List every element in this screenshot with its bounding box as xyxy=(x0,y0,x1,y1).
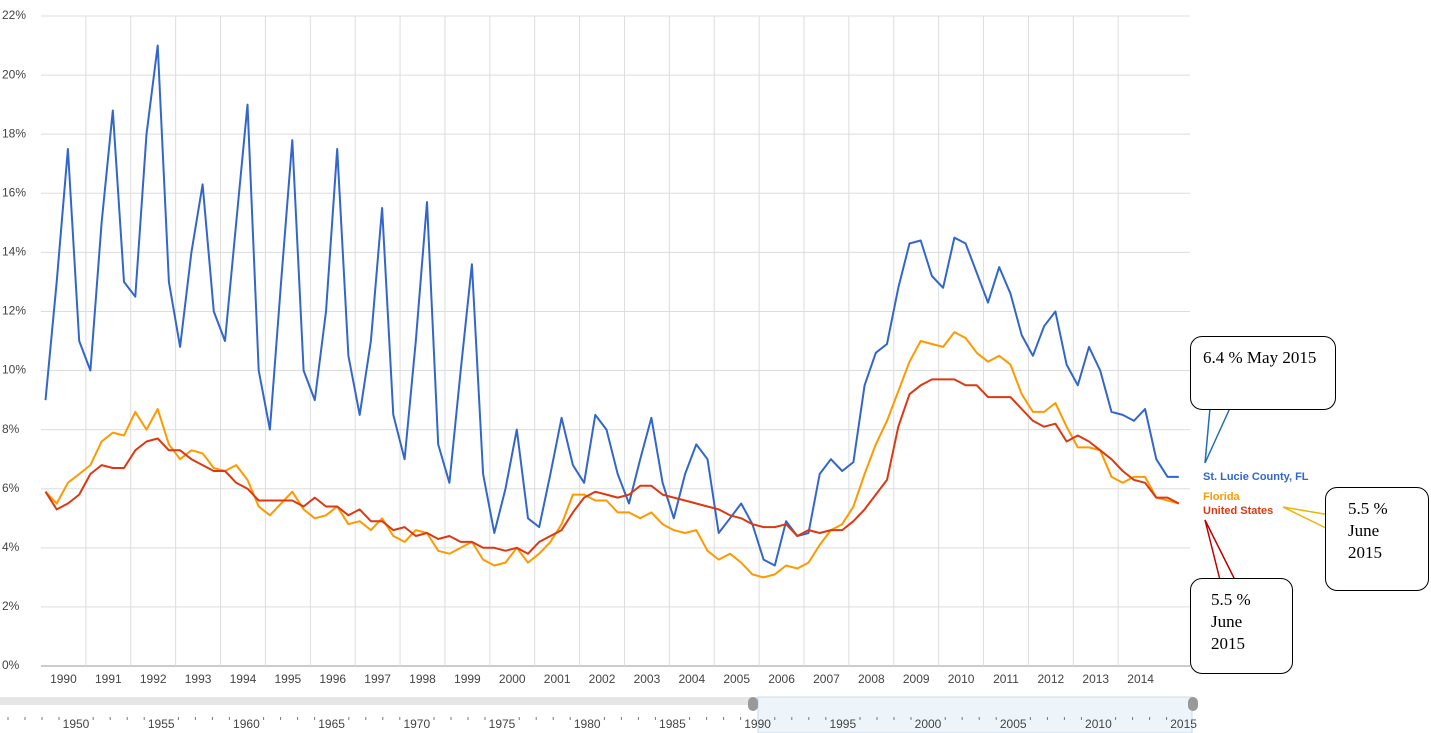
y-tick-label: 2% xyxy=(2,599,20,613)
range-selector-label: 1965 xyxy=(318,717,345,731)
x-tick-label: 2008 xyxy=(858,672,885,686)
range-track xyxy=(0,697,1192,705)
x-tick-label: 2001 xyxy=(544,672,571,686)
range-handle[interactable] xyxy=(1188,697,1198,711)
y-tick-label: 14% xyxy=(2,245,26,259)
x-tick-label: 2013 xyxy=(1082,672,1109,686)
range-selector-label: 1975 xyxy=(489,717,516,731)
x-tick-label: 2006 xyxy=(768,672,795,686)
range-handle[interactable] xyxy=(748,697,758,711)
x-tick-label: 1993 xyxy=(185,672,212,686)
legend-label: United States xyxy=(1203,505,1273,517)
x-tick-label: 2004 xyxy=(678,672,705,686)
y-tick-label: 6% xyxy=(2,481,20,495)
legend-label: Florida xyxy=(1203,491,1241,503)
x-tick-label: 2014 xyxy=(1127,672,1154,686)
range-selector-label: 2015 xyxy=(1170,717,1197,731)
y-tick-label: 20% xyxy=(2,67,26,81)
callout-tail xyxy=(1282,506,1331,531)
x-tick-label: 2000 xyxy=(499,672,526,686)
x-tick-label: 1994 xyxy=(230,672,257,686)
x-tick-label: 2005 xyxy=(723,672,750,686)
x-tick-label: 2010 xyxy=(948,672,975,686)
x-tick-label: 1996 xyxy=(319,672,346,686)
callout-tail xyxy=(1204,407,1231,464)
callout: 6.4 % May 2015 xyxy=(1190,336,1336,410)
range-selector-label: 2010 xyxy=(1085,717,1112,731)
y-tick-label: 12% xyxy=(2,304,26,318)
y-tick-label: 10% xyxy=(2,363,26,377)
y-tick-label: 18% xyxy=(2,126,26,140)
legend-label: St. Lucie County, FL xyxy=(1203,471,1309,483)
x-tick-label: 2007 xyxy=(813,672,840,686)
range-selector-label: 2005 xyxy=(1000,717,1027,731)
callout: 5.5 % June 2015 xyxy=(1325,487,1429,591)
x-tick-label: 1995 xyxy=(275,672,302,686)
range-window[interactable] xyxy=(757,696,1193,733)
series-line xyxy=(44,331,1180,579)
x-tick-label: 1997 xyxy=(364,672,391,686)
y-tick-label: 0% xyxy=(2,658,20,672)
x-tick-label: 2003 xyxy=(634,672,661,686)
range-selector-label: 1990 xyxy=(744,717,771,731)
x-tick-label: 1992 xyxy=(140,672,167,686)
x-tick-label: 2002 xyxy=(589,672,616,686)
x-tick-label: 2011 xyxy=(993,672,1019,686)
y-tick-label: 4% xyxy=(2,540,20,554)
y-tick-label: 22% xyxy=(2,8,26,22)
range-selector-label: 2000 xyxy=(915,717,942,731)
range-selector-label: 1955 xyxy=(148,717,175,731)
range-selector-label: 1985 xyxy=(659,717,686,731)
x-tick-label: 1998 xyxy=(409,672,436,686)
x-tick-label: 1999 xyxy=(454,672,481,686)
callout-tail xyxy=(1204,519,1236,581)
callout: 5.5 % June 2015 xyxy=(1190,578,1293,674)
series-line xyxy=(44,378,1180,555)
range-selector-label: 1960 xyxy=(233,717,260,731)
series-line xyxy=(44,44,1179,567)
y-tick-label: 8% xyxy=(2,422,20,436)
x-tick-label: 2012 xyxy=(1038,672,1065,686)
x-tick-label: 2009 xyxy=(903,672,930,686)
y-tick-label: 16% xyxy=(2,185,26,199)
range-selector-label: 1950 xyxy=(63,717,90,731)
range-selector-label: 1995 xyxy=(829,717,856,731)
x-tick-label: 1990 xyxy=(50,672,77,686)
x-tick-label: 1991 xyxy=(95,672,122,686)
range-selector-label: 1980 xyxy=(574,717,601,731)
range-selector-label: 1970 xyxy=(403,717,430,731)
